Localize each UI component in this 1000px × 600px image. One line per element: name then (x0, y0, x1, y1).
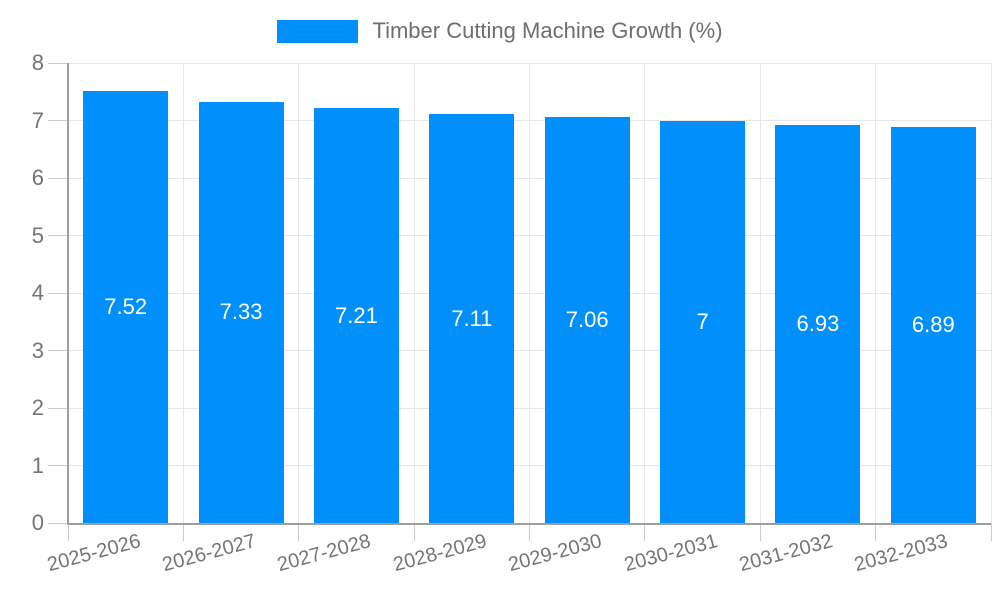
y-axis-tick-label: 4 (31, 280, 44, 305)
y-axis-tick (48, 120, 68, 121)
bar-value-label: 7 (696, 308, 709, 334)
x-axis-category-label: 2029-2030 (506, 530, 605, 577)
legend-label: Timber Cutting Machine Growth (%) (372, 18, 723, 43)
x-axis-category-label: 2026-2027 (160, 530, 259, 577)
x-axis-tick (875, 523, 877, 541)
x-axis-category-label: 2028-2029 (390, 530, 489, 577)
y-axis-tick-label: 3 (31, 337, 44, 363)
x-axis-tick (529, 523, 530, 541)
bar (313, 108, 399, 523)
bar (198, 101, 284, 523)
legend-swatch (277, 19, 359, 43)
y-axis-tick-label: 7 (31, 107, 44, 133)
x-axis-tick (413, 523, 415, 541)
v-gridline (759, 63, 761, 523)
y-axis-tick (48, 177, 68, 179)
bar (83, 90, 169, 523)
bar-value-label: 7.11 (451, 305, 493, 331)
bar-value-label: 7.52 (104, 293, 148, 319)
bar (544, 117, 630, 523)
v-gridline (529, 63, 530, 523)
x-axis-tick (759, 523, 761, 541)
x-axis-tick (644, 523, 646, 541)
v-gridline (298, 63, 300, 523)
v-gridline (182, 63, 184, 523)
v-gridline (413, 63, 415, 523)
v-gridline (644, 63, 646, 523)
y-axis-tick-label: 2 (31, 395, 44, 420)
bar-value-label: 7.21 (335, 302, 378, 328)
y-axis-tick (48, 292, 68, 294)
legend-item[interactable]: Timber Cutting Machine Growth (%) (0, 18, 1000, 44)
y-axis-tick-label: 1 (31, 452, 44, 478)
y-axis-tick (48, 407, 68, 409)
y-axis-tick (48, 350, 68, 351)
x-axis-category-label: 2030-2031 (621, 530, 720, 577)
bar (890, 126, 976, 523)
y-axis-line (67, 63, 69, 523)
y-axis-tick-label: 0 (31, 510, 44, 535)
x-axis-category-label: 2031-2032 (736, 530, 836, 577)
x-axis-tick (990, 523, 992, 541)
bar-value-label: 7.06 (565, 307, 609, 333)
x-axis-category-label: 2032-2033 (852, 530, 951, 577)
x-axis-tick (298, 523, 300, 541)
bar (660, 120, 746, 523)
bar (775, 124, 861, 523)
bar-value-label: 6.93 (796, 310, 840, 336)
bar-value-label: 6.89 (911, 311, 955, 337)
y-axis-tick (48, 522, 68, 524)
y-axis-tick-label: 6 (31, 165, 44, 190)
y-axis-tick (48, 62, 68, 64)
x-axis-category-label: 2027-2028 (275, 530, 374, 577)
v-gridline (875, 63, 877, 523)
bar (429, 114, 515, 523)
v-gridline (990, 63, 992, 523)
y-axis-tick-label: 5 (31, 222, 44, 248)
x-axis-tick (67, 523, 69, 541)
x-axis-line (67, 523, 991, 525)
y-axis-tick (48, 465, 68, 466)
y-axis-tick (48, 235, 68, 236)
x-axis-tick (182, 523, 184, 541)
y-axis-tick-label: 8 (31, 50, 44, 75)
bar-value-label: 7.33 (219, 299, 263, 325)
x-axis-category-label: 2025-2026 (44, 530, 143, 577)
